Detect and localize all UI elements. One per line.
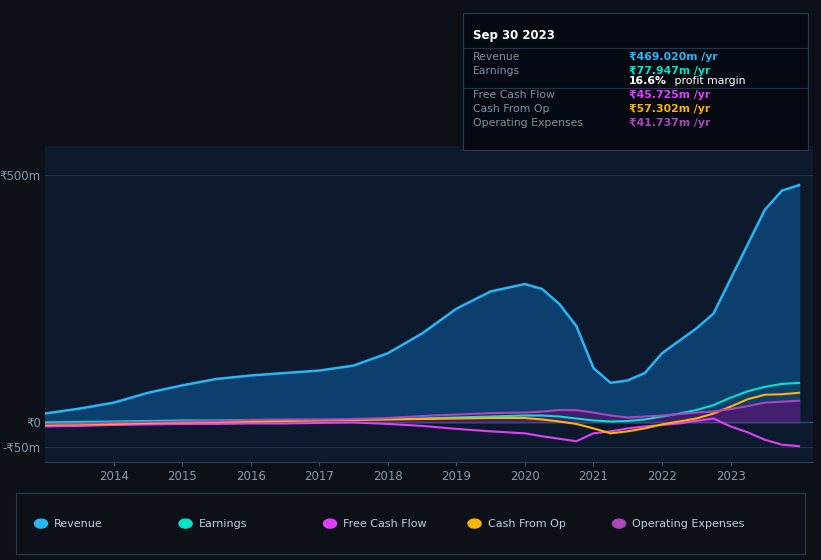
Text: Cash From Op: Cash From Op xyxy=(473,104,549,114)
Text: Operating Expenses: Operating Expenses xyxy=(473,118,583,128)
Text: Revenue: Revenue xyxy=(473,52,521,62)
Text: ₹45.725m /yr: ₹45.725m /yr xyxy=(629,90,710,100)
Text: Free Cash Flow: Free Cash Flow xyxy=(343,519,427,529)
Text: ₹41.737m /yr: ₹41.737m /yr xyxy=(629,118,710,128)
Text: Operating Expenses: Operating Expenses xyxy=(632,519,745,529)
Text: ₹57.302m /yr: ₹57.302m /yr xyxy=(629,104,710,114)
Text: ₹469.020m /yr: ₹469.020m /yr xyxy=(629,52,718,62)
Text: 16.6%: 16.6% xyxy=(629,76,667,86)
Text: Free Cash Flow: Free Cash Flow xyxy=(473,90,555,100)
Text: Cash From Op: Cash From Op xyxy=(488,519,566,529)
Text: Revenue: Revenue xyxy=(54,519,103,529)
Text: ₹77.947m /yr: ₹77.947m /yr xyxy=(629,66,710,76)
Text: Sep 30 2023: Sep 30 2023 xyxy=(473,29,555,41)
Text: Earnings: Earnings xyxy=(473,66,520,76)
Text: profit margin: profit margin xyxy=(672,76,745,86)
Text: Earnings: Earnings xyxy=(199,519,247,529)
